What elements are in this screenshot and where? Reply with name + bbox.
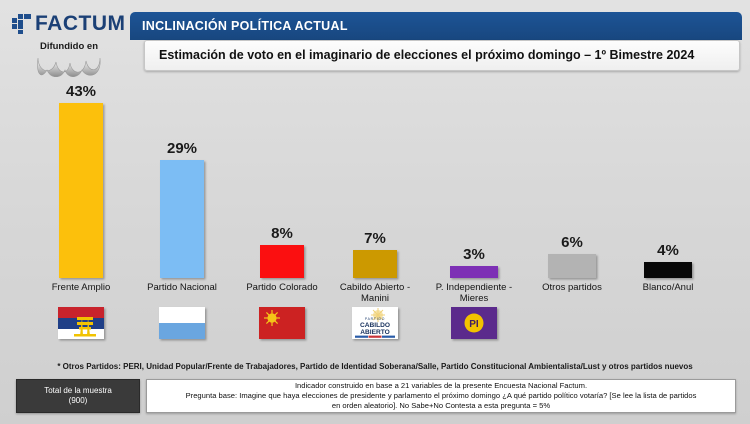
bar-group: 4% Blanco/Anul [626, 243, 710, 358]
bar-value-label: 8% [271, 225, 293, 242]
broadcast-label: Difundido en [39, 41, 99, 52]
note-line-2: Pregunta base: Imagine que haya eleccion… [185, 390, 697, 400]
title-block: INCLINACIÓN POLÍTICA ACTUAL Estimación d… [130, 12, 742, 71]
cabildo-abierto-logo-icon: PARTIDO CABILDO ABIERTO [352, 307, 398, 339]
footer: Total de la muestra (900) Indicador cons… [16, 379, 736, 413]
bar-value-label: 29% [166, 140, 198, 157]
page-title: INCLINACIÓN POLÍTICA ACTUAL [130, 12, 742, 40]
bar-group: 6% Otros partidos [530, 235, 614, 358]
frente-amplio-flag-icon [58, 307, 104, 339]
svg-text:CABILDO: CABILDO [360, 322, 390, 329]
sample-size-value: (900) [68, 396, 88, 405]
bar-7 [644, 262, 692, 278]
header: FACTUM Difundido en INCLINACIÓN PO [0, 0, 750, 96]
bar-group: 8% Partido Colorado [242, 226, 322, 358]
question-note-box: Indicador construido en base a 21 variab… [146, 379, 736, 413]
bar-group: 43% Frente Amplio [41, 84, 121, 358]
bar-value-label: 7% [364, 230, 386, 247]
svg-text:PARTIDO: PARTIDO [365, 317, 385, 321]
note-line-3: en orden aleatorio]. No Sabe+No Contesta… [331, 401, 551, 411]
bar-value-label: 4% [657, 242, 679, 259]
bar-group: 29% Partido Nacional [142, 141, 222, 358]
bar-2 [160, 160, 204, 278]
page-subtitle: Estimación de voto en el imaginario de e… [144, 40, 740, 71]
bar-3 [260, 245, 304, 278]
bar-category-label: Partido Colorado [246, 282, 318, 293]
factum-logo: FACTUM [8, 10, 130, 36]
footnote: * Otros Partidos: PERI, Unidad Popular/F… [57, 362, 693, 371]
brand-block: FACTUM Difundido en [8, 10, 130, 80]
bar-5 [450, 266, 498, 278]
svg-text:PI: PI [469, 319, 479, 330]
note-line-1: Indicador construido en base a 21 variab… [294, 380, 588, 390]
bar-category-label: Blanco/Anul [642, 282, 694, 293]
bar-1 [59, 103, 103, 278]
bar-value-label: 3% [463, 246, 485, 263]
bar-group: 3% P. Independiente - Mieres PI [432, 247, 516, 358]
svg-text:ABIERTO: ABIERTO [360, 329, 390, 336]
sample-size-label: Total de la muestra [44, 386, 112, 395]
teledoce-w-logo-icon [32, 54, 106, 80]
bar-category-label: P. Independiente - Mieres [435, 282, 513, 304]
bar-6 [548, 254, 596, 278]
sample-size-box: Total de la muestra (900) [16, 379, 140, 413]
brand-name: FACTUM [35, 11, 126, 35]
bar-group: 7% Cabildo Abierto - Manini PARTIDO CABILDO… [335, 231, 415, 358]
bar-category-label: Partido Nacional [147, 282, 217, 293]
bar-category-label: Otros partidos [542, 282, 602, 293]
factum-pixel-logo-icon [12, 13, 32, 34]
partido-colorado-flag-icon [259, 307, 305, 339]
bar-4 [353, 250, 397, 278]
bar-value-label: 43% [65, 83, 97, 100]
partido-independiente-logo-icon: PI [451, 307, 497, 339]
bar-chart: 43% Frente Amplio 29% Partido Nacional 8% Par… [0, 84, 750, 358]
bar-category-label: Cabildo Abierto - Manini [339, 282, 411, 304]
partido-nacional-flag-icon [159, 307, 205, 339]
bar-category-label: Frente Amplio [51, 282, 111, 293]
bar-value-label: 6% [561, 234, 583, 251]
